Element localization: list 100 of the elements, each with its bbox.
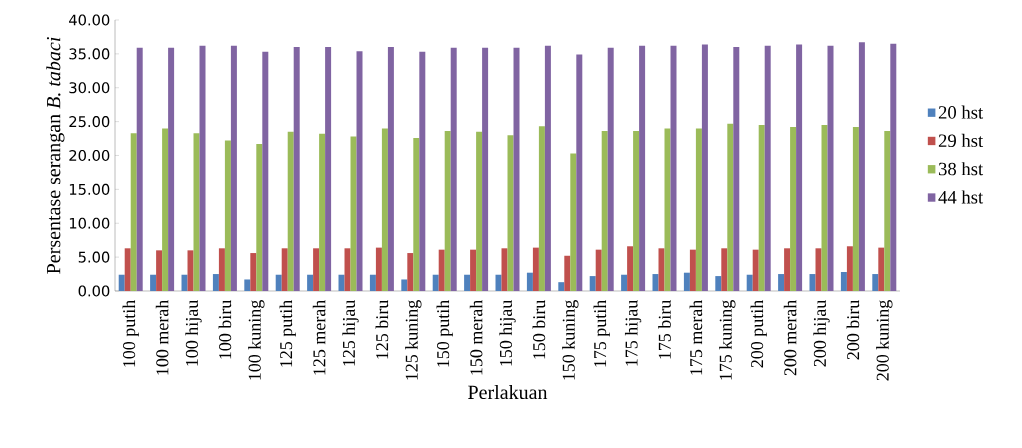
bar — [558, 282, 565, 291]
bar — [136, 47, 143, 291]
bar — [444, 131, 451, 291]
bar — [846, 246, 853, 291]
bar — [187, 250, 194, 291]
bar — [532, 247, 539, 291]
bar — [256, 143, 263, 291]
x-tick-label: 100 putih — [122, 299, 139, 367]
x-tick-label: 150 kuning — [562, 300, 579, 380]
bar — [356, 51, 363, 291]
bar — [281, 248, 288, 291]
bar — [495, 274, 502, 291]
x-tick-label: 200 hijau — [813, 300, 830, 367]
x-tick-label: 125 hijau — [342, 300, 359, 366]
bar — [840, 272, 847, 291]
bar — [815, 248, 822, 291]
bar — [733, 47, 740, 291]
bar — [313, 248, 320, 291]
x-tick-label: 200 kuning — [876, 300, 893, 381]
bar — [727, 123, 734, 291]
x-tick-label: 200 biru — [846, 300, 860, 360]
x-tick-label: 200 merah — [783, 299, 797, 376]
bar — [244, 279, 251, 291]
y-tick-label: 25.00 — [69, 116, 110, 128]
bar — [275, 274, 282, 291]
bar — [607, 47, 614, 291]
bar — [168, 47, 175, 291]
bar — [344, 248, 351, 291]
x-tick-label: 175 putih — [593, 299, 610, 367]
x-tick-label: 175 merah — [689, 299, 703, 375]
x-tick-label: 200 putih — [750, 299, 767, 368]
bar — [287, 131, 294, 291]
bar — [658, 248, 665, 291]
bar — [589, 276, 596, 291]
x-axis-title: Perlakuan — [468, 385, 548, 400]
y-tick-label: 35.00 — [69, 48, 110, 60]
x-tick-label: 100 hijau — [185, 300, 202, 366]
bar — [627, 246, 634, 291]
bar — [419, 51, 426, 291]
bar — [450, 47, 457, 291]
legend-label: 44 hst — [938, 190, 984, 204]
bar — [689, 249, 696, 291]
bar — [150, 274, 157, 291]
y-axis-title: Persentase serangan B. tabaci — [46, 37, 65, 274]
bar — [464, 274, 471, 291]
bar — [230, 45, 237, 291]
bar — [621, 274, 628, 291]
bar — [325, 47, 332, 291]
bar — [878, 247, 885, 291]
bar — [695, 128, 702, 291]
bar — [633, 131, 640, 291]
y-tick-label: 5.00 — [78, 251, 110, 263]
bar — [721, 248, 728, 291]
bar — [784, 248, 791, 291]
bar — [683, 272, 690, 291]
x-tick-label: 150 merah — [469, 299, 483, 375]
x-tick-label: 150 putih — [436, 299, 453, 367]
x-tick-label: 125 biru — [375, 300, 389, 359]
bar — [401, 279, 408, 291]
bar — [670, 45, 677, 291]
legend-label: 29 hst — [938, 133, 984, 148]
bar — [576, 54, 583, 291]
bar — [595, 249, 602, 291]
bar — [852, 127, 859, 291]
bar — [350, 136, 357, 291]
bar — [701, 44, 708, 291]
y-tick-label: 15.00 — [69, 183, 110, 195]
bar — [664, 128, 671, 291]
bar — [476, 131, 483, 291]
bar — [381, 128, 388, 291]
bar — [872, 274, 879, 291]
bar — [564, 255, 571, 291]
bar — [809, 274, 816, 291]
bar — [375, 247, 382, 291]
bar — [369, 274, 376, 291]
x-tick-label: 150 hijau — [499, 300, 516, 366]
x-tick-label: 125 putih — [279, 299, 296, 367]
bar — [307, 274, 314, 291]
y-tick-label: 10.00 — [69, 217, 110, 229]
bar — [890, 43, 897, 291]
bar — [118, 274, 125, 291]
bar — [124, 248, 131, 291]
bar — [601, 131, 608, 291]
bar — [212, 274, 219, 291]
bar — [538, 126, 545, 291]
bar — [218, 248, 225, 291]
x-tick-label: 100 biru — [218, 300, 232, 359]
x-tick-label: 175 hijau — [624, 300, 642, 366]
bar — [884, 131, 891, 291]
bar — [199, 45, 206, 291]
bar — [156, 250, 163, 291]
x-tick-label: 125 merah — [312, 299, 326, 375]
bar — [778, 274, 785, 291]
x-tick-label: 100 kuning — [248, 300, 265, 380]
bar — [181, 274, 188, 291]
bar — [482, 47, 489, 291]
x-tick-label: 175 kuning — [719, 300, 736, 380]
bar — [224, 140, 231, 291]
bar — [387, 47, 394, 291]
y-tick-label: 20.00 — [69, 149, 110, 162]
